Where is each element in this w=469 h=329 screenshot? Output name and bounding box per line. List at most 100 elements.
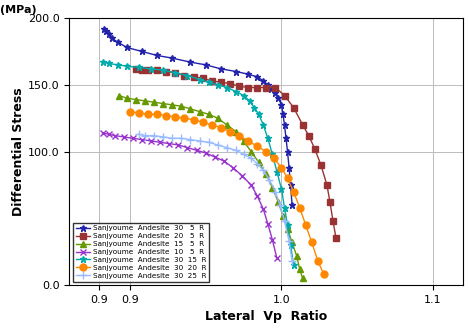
Sanjyoume  Andesite  20   5  R — [330, 219, 336, 223]
Sanjyoume  Andesite  30   5  R — [282, 123, 287, 127]
Sanjyoume  Andesite  15   5  R — [133, 98, 139, 102]
Sanjyoume  Andesite  10   5  R — [248, 183, 254, 187]
Sanjyoume  Andesite  30  25  R — [272, 190, 278, 194]
Sanjyoume  Andesite  20   5  R — [209, 79, 214, 83]
Sanjyoume  Andesite  30  25  R — [260, 168, 266, 172]
Sanjyoume  Andesite  10   5  R — [100, 131, 106, 135]
Sanjyoume  Andesite  30  15  R — [197, 78, 203, 82]
Sanjyoume  Andesite  30  20  R — [200, 120, 205, 124]
Sanjyoume  Andesite  10   5  R — [175, 143, 181, 147]
Sanjyoume  Andesite  10   5  R — [166, 142, 172, 146]
Sanjyoume  Andesite  15   5  R — [294, 254, 299, 258]
Sanjyoume  Andesite  10   5  R — [254, 194, 260, 198]
Sanjyoume  Andesite  15   5  R — [264, 172, 269, 176]
Sanjyoume  Andesite  30   5  R — [188, 60, 193, 64]
Sanjyoume  Andesite  20   5  R — [163, 69, 169, 73]
Sanjyoume  Andesite  30  25  R — [266, 178, 272, 182]
Sanjyoume  Andesite  30  15  R — [265, 136, 271, 140]
Sanjyoume  Andesite  30  20  R — [309, 240, 315, 244]
Sanjyoume  Andesite  15   5  R — [248, 150, 254, 154]
Sanjyoume  Andesite  10   5  R — [112, 134, 117, 138]
Sanjyoume  Andesite  30  25  R — [206, 140, 212, 144]
Line: Sanjyoume  Andesite  30   5  R: Sanjyoume Andesite 30 5 R — [100, 25, 295, 209]
Sanjyoume  Andesite  30   5  R — [260, 79, 266, 83]
Sanjyoume  Andesite  30  25  R — [286, 239, 292, 243]
Sanjyoume  Andesite  30   5  R — [285, 150, 290, 154]
Sanjyoume  Andesite  15   5  R — [300, 276, 305, 280]
Sanjyoume  Andesite  15   5  R — [151, 100, 157, 104]
Sanjyoume  Andesite  10   5  R — [121, 135, 127, 139]
Sanjyoume  Andesite  30  25  R — [142, 134, 148, 138]
Sanjyoume  Andesite  15   5  R — [116, 93, 122, 97]
Line: Sanjyoume  Andesite  10   5  R: Sanjyoume Andesite 10 5 R — [99, 129, 280, 262]
Sanjyoume  Andesite  20   5  R — [318, 163, 324, 167]
Sanjyoume  Andesite  30  20  R — [182, 116, 187, 120]
Sanjyoume  Andesite  30  25  R — [160, 135, 166, 139]
Sanjyoume  Andesite  30   5  R — [109, 36, 114, 40]
Line: Sanjyoume  Andesite  30  15  R: Sanjyoume Andesite 30 15 R — [99, 59, 297, 268]
Sanjyoume  Andesite  30  25  R — [215, 143, 220, 147]
Sanjyoume  Andesite  30  15  R — [270, 152, 275, 156]
Sanjyoume  Andesite  30   5  R — [268, 87, 274, 91]
Sanjyoume  Andesite  30  20  R — [145, 112, 151, 116]
Sanjyoume  Andesite  30  15  R — [148, 67, 154, 71]
Sanjyoume  Andesite  30  15  R — [136, 65, 142, 69]
Sanjyoume  Andesite  15   5  R — [233, 130, 239, 134]
Sanjyoume  Andesite  15   5  R — [179, 104, 184, 108]
Sanjyoume  Andesite  30  25  R — [289, 259, 295, 263]
Sanjyoume  Andesite  30  15  R — [247, 99, 252, 103]
Sanjyoume  Andesite  20   5  R — [154, 68, 160, 72]
Sanjyoume  Andesite  30   5  R — [276, 96, 281, 100]
Sanjyoume  Andesite  30  15  R — [173, 71, 178, 75]
Sanjyoume  Andesite  15   5  R — [206, 112, 212, 116]
Sanjyoume  Andesite  30  20  R — [285, 176, 290, 180]
Sanjyoume  Andesite  30   5  R — [106, 32, 112, 36]
Sanjyoume  Andesite  30  20  R — [297, 206, 303, 210]
Sanjyoume  Andesite  10   5  R — [194, 148, 199, 152]
Sanjyoume  Andesite  10   5  R — [185, 146, 190, 150]
Sanjyoume  Andesite  15   5  R — [276, 200, 281, 204]
Sanjyoume  Andesite  10   5  R — [130, 136, 136, 140]
Sanjyoume  Andesite  30  20  R — [315, 259, 321, 263]
Legend: Sanjyoume  Andesite  30   5  R, Sanjyoume  Andesite  20   5  R, Sanjyoume  Andes: Sanjyoume Andesite 30 5 R, Sanjyoume And… — [73, 222, 209, 282]
Sanjyoume  Andesite  15   5  R — [289, 240, 295, 244]
Sanjyoume  Andesite  20   5  R — [218, 80, 224, 84]
Sanjyoume  Andesite  30  25  R — [169, 136, 175, 140]
Sanjyoume  Andesite  30  15  R — [160, 68, 166, 72]
Sanjyoume  Andesite  30  15  R — [282, 206, 287, 210]
Sanjyoume  Andesite  20   5  R — [312, 147, 318, 151]
Sanjyoume  Andesite  30  25  R — [277, 203, 283, 207]
Sanjyoume  Andesite  30  15  R — [206, 80, 212, 84]
Sanjyoume  Andesite  30  15  R — [100, 60, 106, 64]
Sanjyoume  Andesite  30  20  R — [227, 130, 233, 134]
Sanjyoume  Andesite  30  15  R — [279, 187, 284, 191]
Sanjyoume  Andesite  30  20  R — [173, 115, 178, 119]
Sanjyoume  Andesite  30   5  R — [280, 112, 286, 116]
Sanjyoume  Andesite  30  25  R — [282, 219, 287, 223]
Sanjyoume  Andesite  15   5  R — [285, 227, 290, 231]
Sanjyoume  Andesite  10   5  R — [139, 138, 145, 141]
Sanjyoume  Andesite  10   5  R — [260, 207, 266, 211]
Sanjyoume  Andesite  30  20  R — [209, 123, 214, 127]
Sanjyoume  Andesite  30   5  R — [101, 27, 107, 31]
Sanjyoume  Andesite  20   5  R — [182, 74, 187, 78]
Sanjyoume  Andesite  30   5  R — [218, 67, 224, 71]
Line: Sanjyoume  Andesite  30  25  R: Sanjyoume Andesite 30 25 R — [135, 130, 296, 265]
Sanjyoume  Andesite  30  25  R — [151, 134, 157, 138]
Sanjyoume  Andesite  30  15  R — [106, 62, 112, 65]
Sanjyoume  Andesite  30  15  R — [115, 63, 121, 67]
Sanjyoume  Andesite  30   5  R — [272, 91, 278, 95]
Sanjyoume  Andesite  30  20  R — [154, 112, 160, 116]
Sanjyoume  Andesite  30  15  R — [274, 170, 280, 174]
Sanjyoume  Andesite  30  20  R — [264, 150, 269, 154]
Sanjyoume  Andesite  15   5  R — [224, 123, 230, 127]
Sanjyoume  Andesite  10   5  R — [230, 166, 236, 170]
Sanjyoume  Andesite  30  25  R — [188, 138, 193, 141]
Line: Sanjyoume  Andesite  15   5  R: Sanjyoume Andesite 15 5 R — [116, 92, 306, 282]
Sanjyoume  Andesite  20   5  R — [306, 134, 311, 138]
Sanjyoume  Andesite  30   5  R — [115, 40, 121, 44]
Sanjyoume  Andesite  15   5  R — [280, 214, 286, 218]
Sanjyoume  Andesite  20   5  R — [133, 67, 139, 71]
Sanjyoume  Andesite  30  15  R — [215, 83, 220, 87]
Sanjyoume  Andesite  30  15  R — [291, 263, 296, 267]
